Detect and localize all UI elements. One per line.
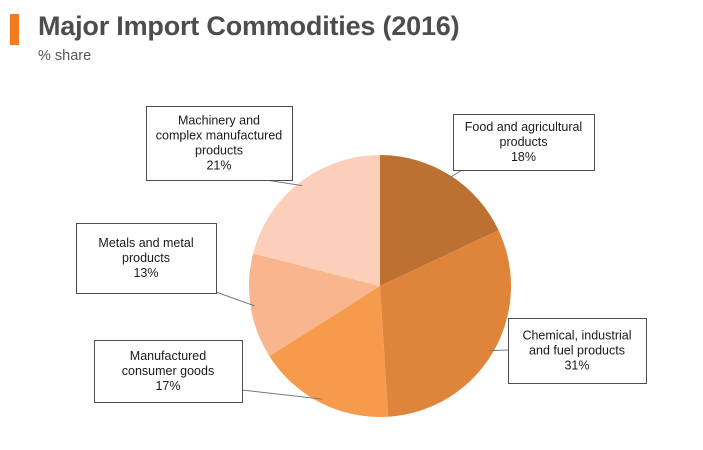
slice-name-line: Chemical, industrial bbox=[522, 329, 631, 343]
pie-slice-metals-and-metal bbox=[249, 253, 380, 357]
title-accent-bar bbox=[10, 14, 19, 45]
label-box-chemical-industrial bbox=[508, 318, 647, 384]
leader-line-manufactured bbox=[241, 389, 323, 400]
pie-slice-food-and-agricultural bbox=[380, 155, 499, 286]
pie-slice-manufactured bbox=[269, 286, 389, 417]
slice-value-label: 13% bbox=[133, 266, 158, 280]
label-box-machinery-and bbox=[146, 106, 293, 181]
slice-name-line: products bbox=[500, 135, 548, 149]
slice-name-line: and fuel products bbox=[529, 344, 625, 358]
leader-line-chemical-industrial bbox=[489, 349, 509, 352]
slice-name-line: Metals and metal bbox=[98, 236, 193, 250]
slice-name-line: complex manufactured bbox=[156, 129, 283, 143]
slice-label-machinery-and: Machinery and complex manufactured product… bbox=[156, 114, 283, 173]
slice-label-metals-and-metal: Metals and metal products 13% bbox=[98, 236, 193, 280]
slice-labels: Food and agricultural products 18%Chemical… bbox=[76, 106, 647, 403]
slice-value-label: 31% bbox=[564, 359, 589, 373]
slice-value-label: 17% bbox=[155, 379, 180, 393]
slice-label-food-and-agricultural: Food and agricultural products 18% bbox=[465, 120, 582, 164]
chart-subtitle: % share bbox=[38, 48, 92, 64]
slice-label-manufactured: Manufactured consumer goods 17% bbox=[122, 349, 214, 393]
slice-name-line: Manufactured bbox=[130, 349, 206, 363]
slice-label-chemical-industrial: Chemical, industrial and fuel products 31% bbox=[522, 329, 631, 373]
slice-name-line: Machinery and bbox=[178, 114, 260, 128]
leader-lines bbox=[215, 169, 509, 400]
slice-value-label: 18% bbox=[511, 150, 536, 164]
label-box-food-and-agricultural bbox=[453, 114, 595, 171]
leader-line-metals-and-metal bbox=[215, 291, 255, 307]
pie-slices bbox=[249, 155, 511, 417]
label-box-metals-and-metal bbox=[76, 223, 217, 294]
leader-line-food-and-agricultural bbox=[447, 169, 463, 180]
slice-name-line: consumer goods bbox=[122, 364, 214, 378]
chart-title: Major Import Commodities (2016) bbox=[38, 11, 460, 41]
slice-name-line: products bbox=[122, 251, 170, 265]
slice-value-label: 21% bbox=[206, 159, 231, 173]
pie-slice-machinery-and bbox=[253, 155, 380, 286]
label-box-manufactured bbox=[94, 340, 243, 403]
slice-name-line: Food and agricultural bbox=[465, 120, 582, 134]
pie-slice-chemical-industrial bbox=[380, 230, 511, 417]
slice-name-line: products bbox=[195, 144, 243, 158]
